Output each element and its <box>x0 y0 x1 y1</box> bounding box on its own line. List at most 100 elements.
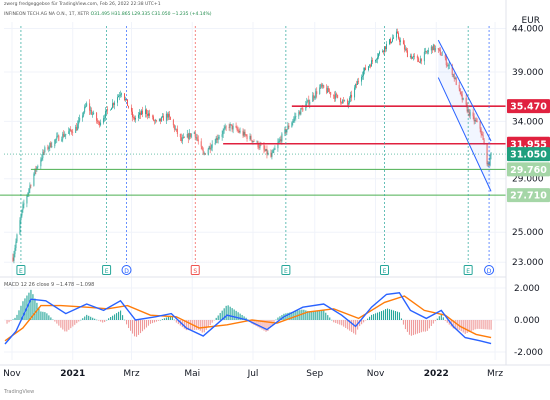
candle-body <box>139 112 140 115</box>
candle-body <box>48 147 50 149</box>
channel-fill <box>438 40 492 192</box>
macd-pane: MACD 12 26 close 9 −1.478 −1.098 <box>4 282 506 353</box>
macd-histogram-bar <box>231 308 233 320</box>
candle-body <box>162 116 164 121</box>
candle-body <box>319 87 321 95</box>
macd-histogram-bar <box>94 318 96 320</box>
candle-body <box>237 129 239 131</box>
dividend-marker <box>484 265 495 275</box>
macd-histogram-bar <box>213 320 215 321</box>
macd-histogram-bar <box>277 317 279 320</box>
candle-body <box>259 144 261 148</box>
candle-body <box>425 51 427 53</box>
macd-histogram-bar <box>243 316 245 320</box>
candle-body <box>148 113 150 116</box>
macd-histogram-bar <box>462 320 464 333</box>
candle-body <box>77 124 79 131</box>
macd-histogram-bar <box>74 320 76 325</box>
candle-body <box>128 106 129 108</box>
macd-histogram-bar <box>400 318 403 320</box>
macd-histogram-bar <box>133 320 136 337</box>
candle-body <box>214 143 216 145</box>
time-tick-label: Nov <box>367 369 385 379</box>
macd-histogram-bar <box>490 320 492 330</box>
candle-body <box>175 128 177 130</box>
candle-body <box>152 116 154 121</box>
candle-body <box>216 137 218 140</box>
macd-histogram-bar <box>279 316 281 320</box>
macd-histogram-bar <box>414 320 416 335</box>
macd-histogram-bar <box>311 310 313 320</box>
macd-histogram-bar <box>135 320 138 337</box>
price-tick-label: 29.000 <box>512 175 544 185</box>
macd-histogram-bar <box>16 314 18 320</box>
price-tick-label: 23.000 <box>512 258 544 268</box>
price-tick-label: 44.000 <box>512 24 544 34</box>
candle-body <box>159 118 161 122</box>
candle-body <box>447 65 449 66</box>
macd-histogram-bar <box>386 308 389 320</box>
macd-histogram-bar <box>112 315 114 320</box>
candle-body <box>393 37 394 39</box>
macd-histogram-bar <box>177 320 179 325</box>
candle-body <box>13 254 15 261</box>
candle-body <box>82 115 84 118</box>
candle-body <box>334 95 336 99</box>
macd-histogram-bar <box>116 313 118 320</box>
time-tick-label: Nov <box>3 369 21 379</box>
level-tag <box>507 188 550 203</box>
macd-histogram-bar <box>303 309 305 320</box>
candle-body <box>376 59 377 61</box>
candle-body <box>173 125 175 130</box>
event-marker-letter: E <box>284 268 288 275</box>
macd-histogram-bar <box>209 320 211 326</box>
candle-body <box>58 135 60 141</box>
candle-body <box>62 133 64 140</box>
macd-histogram-bar <box>66 320 68 332</box>
macd-histogram-bar <box>337 320 339 324</box>
macd-histogram-bar <box>159 319 161 321</box>
candle-body <box>458 84 460 89</box>
macd-histogram-bar <box>163 318 165 320</box>
macd-histogram-bar <box>145 320 148 328</box>
macd-tick-label: 2.000 <box>514 284 540 294</box>
macd-histogram-bar <box>341 320 343 326</box>
candle-body <box>347 100 349 105</box>
macd-tick-label: -2.000 <box>514 348 543 358</box>
event-marker-letter: D <box>487 268 492 275</box>
macd-histogram-bar <box>420 320 422 333</box>
candle-body <box>253 141 255 142</box>
candle-body <box>343 100 345 101</box>
candle-body <box>307 99 309 102</box>
candle-body <box>418 61 420 63</box>
macd-histogram-bar <box>408 320 410 335</box>
macd-histogram-bar <box>261 320 263 330</box>
candle-body <box>119 95 120 97</box>
candle-body <box>475 119 477 122</box>
candle-body <box>217 138 219 140</box>
candle-body <box>134 117 135 120</box>
candle-body <box>357 81 359 85</box>
candle-body <box>274 148 276 150</box>
macd-histogram-bar <box>347 320 349 330</box>
candle-body <box>490 153 492 156</box>
macd-histogram-bar <box>44 312 46 320</box>
macd-histogram-bar <box>361 320 363 325</box>
candle-body <box>153 120 155 122</box>
macd-histogram-bar <box>406 320 408 332</box>
macd-histogram-bar <box>52 319 54 320</box>
candle-body <box>292 120 294 123</box>
candle-body <box>320 84 322 88</box>
candle-body <box>224 126 226 129</box>
candle-body <box>466 104 468 112</box>
macd-histogram-bar <box>426 320 428 331</box>
candle-body <box>363 71 365 76</box>
candle-body <box>41 158 43 160</box>
macd-histogram-bar <box>56 320 58 324</box>
macd-histogram-bar <box>293 311 295 320</box>
macd-histogram-bar <box>343 320 345 327</box>
candle-body <box>202 150 204 154</box>
candle-body <box>294 116 296 119</box>
